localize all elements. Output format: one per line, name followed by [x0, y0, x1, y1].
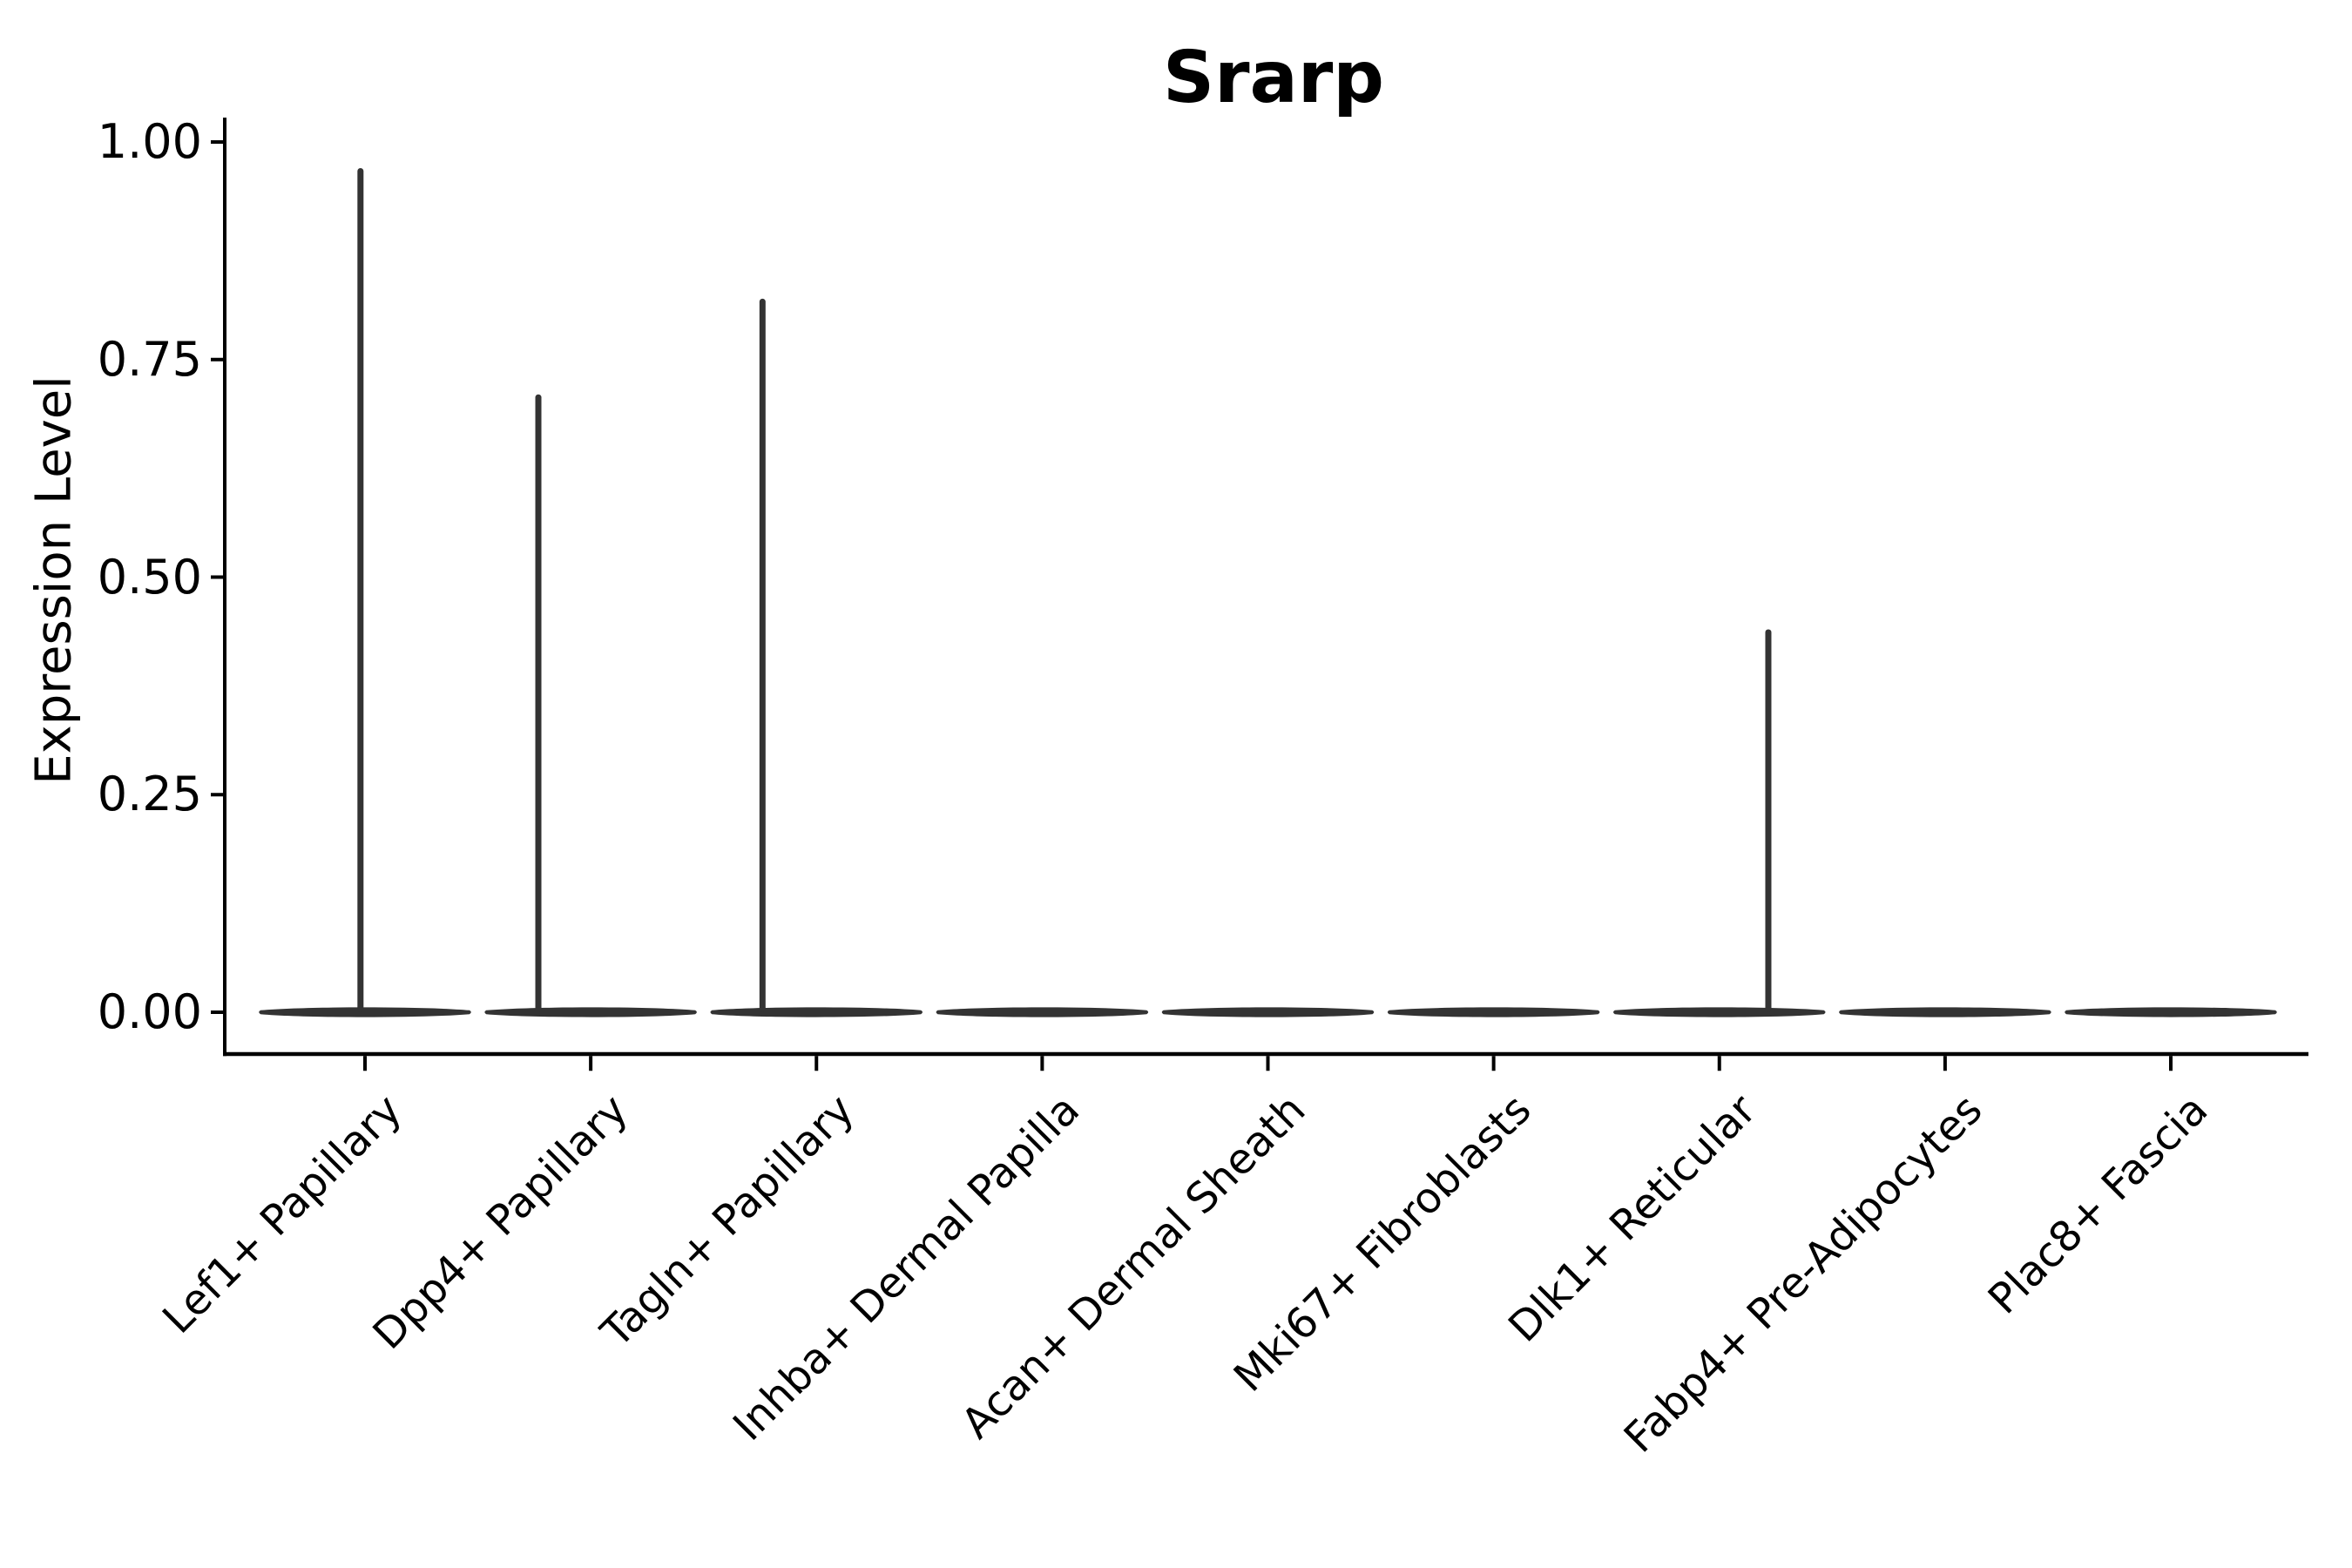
- violin-body: [710, 1007, 923, 1017]
- y-tick-label: 0.25: [97, 767, 202, 822]
- violin-spike: [357, 167, 364, 1013]
- violin-spike: [759, 298, 766, 1012]
- violin-body: [1613, 1007, 1826, 1017]
- y-tick-label: 0.00: [97, 984, 202, 1039]
- violin-body: [1839, 1007, 2051, 1017]
- violin-body: [2065, 1007, 2277, 1017]
- violin-body: [259, 1007, 471, 1017]
- chart-title: Srarp: [1163, 37, 1384, 119]
- violin-spike: [535, 394, 542, 1013]
- violin-body: [936, 1007, 1149, 1017]
- violin-body: [484, 1007, 697, 1017]
- y-tick-label: 0.75: [97, 331, 202, 387]
- y-tick-label: 1.00: [97, 114, 202, 169]
- violin-body: [1161, 1007, 1375, 1017]
- violin-spike: [1765, 629, 1772, 1012]
- violin-body: [1387, 1007, 1600, 1017]
- y-tick-label: 0.50: [97, 549, 202, 605]
